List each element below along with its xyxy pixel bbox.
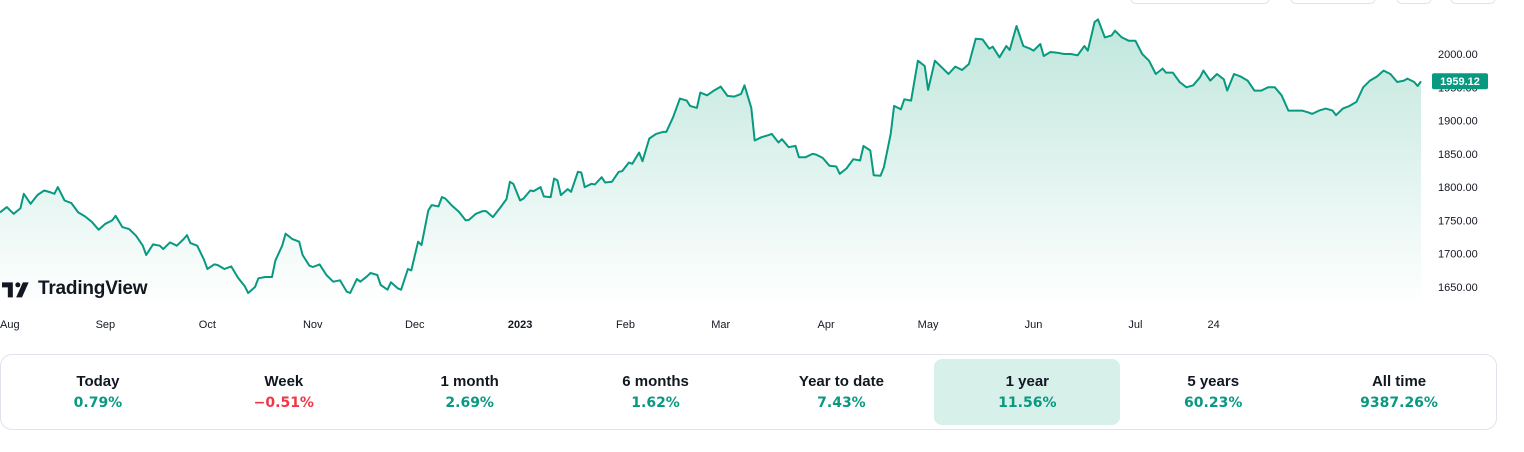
x-tick-label: Feb (616, 319, 635, 331)
period-change-value: 7.43% (817, 395, 866, 411)
y-tick-label: 1900.00 (1438, 116, 1478, 128)
period-change-value: 1.62% (631, 395, 680, 411)
period-tab-today[interactable]: Today 0.79% (5, 359, 191, 425)
x-tick-label: Apr (818, 319, 835, 331)
x-tick-label: 24 (1208, 319, 1220, 331)
period-label: Week (264, 373, 304, 390)
y-tick-label: 1850.00 (1438, 149, 1478, 161)
x-tick-label: Aug (0, 319, 20, 331)
tradingview-logo: TradingView (2, 278, 148, 300)
x-tick-label: Dec (405, 319, 425, 331)
period-label: 1 month (440, 373, 499, 390)
x-tick-label: Oct (199, 319, 216, 331)
x-tick-label: Jun (1025, 319, 1043, 331)
period-tab-year-to-date[interactable]: Year to date 7.43% (749, 359, 935, 425)
price-area-fill (0, 19, 1421, 306)
x-tick-label: May (918, 319, 939, 331)
y-tick-label: 1700.00 (1438, 249, 1478, 261)
period-label: Year to date (798, 373, 884, 390)
period-label: 1 year (1005, 373, 1049, 390)
period-change-value: −0.51% (253, 395, 314, 411)
last-price-badge (1432, 73, 1488, 90)
period-label: Today (76, 373, 120, 390)
x-tick-label: Jul (1128, 319, 1142, 331)
period-change-value: 2.69% (445, 395, 494, 411)
y-tick-label: 1650.00 (1438, 282, 1478, 294)
period-label: 5 years (1187, 373, 1240, 390)
last-price-value: 1959.12 (1440, 76, 1480, 88)
price-line (0, 18, 1422, 294)
price-chart[interactable]: 2000.001950.001900.001850.001800.001750.… (0, 0, 1524, 345)
x-tick-label: 2023 (508, 319, 532, 331)
period-tab-week[interactable]: Week −0.51% (191, 359, 377, 425)
tradingview-logo-icon (2, 282, 29, 298)
performance-periods: Today 0.79% Week −0.51% 1 month 2.69% 6 months… (0, 354, 1497, 430)
period-label: 6 months (622, 373, 689, 390)
period-change-value: 9387.26% (1360, 395, 1438, 411)
period-label: All time (1371, 373, 1427, 390)
period-tab-1-year[interactable]: 1 year 11.56% (934, 359, 1121, 425)
period-tab-6-months[interactable]: 6 months 1.62% (563, 359, 749, 425)
period-change-value: 0.79% (73, 395, 123, 411)
y-tick-label: 2000.00 (1438, 49, 1478, 61)
y-tick-label: 1800.00 (1438, 182, 1478, 194)
x-tick-label: Mar (711, 319, 730, 331)
period-change-value: 60.23% (1184, 395, 1243, 411)
period-tab-1-month[interactable]: 1 month 2.69% (377, 359, 563, 425)
period-tab-all-time[interactable]: All time 9387.26% (1306, 359, 1492, 425)
x-tick-label: Nov (303, 319, 323, 331)
brand-name: TradingView (38, 278, 148, 299)
y-tick-label: 1750.00 (1438, 215, 1478, 227)
period-change-value: 11.56% (998, 395, 1057, 411)
x-tick-label: Sep (96, 319, 116, 331)
period-tab-5-years[interactable]: 5 years 60.23% (1120, 359, 1306, 425)
